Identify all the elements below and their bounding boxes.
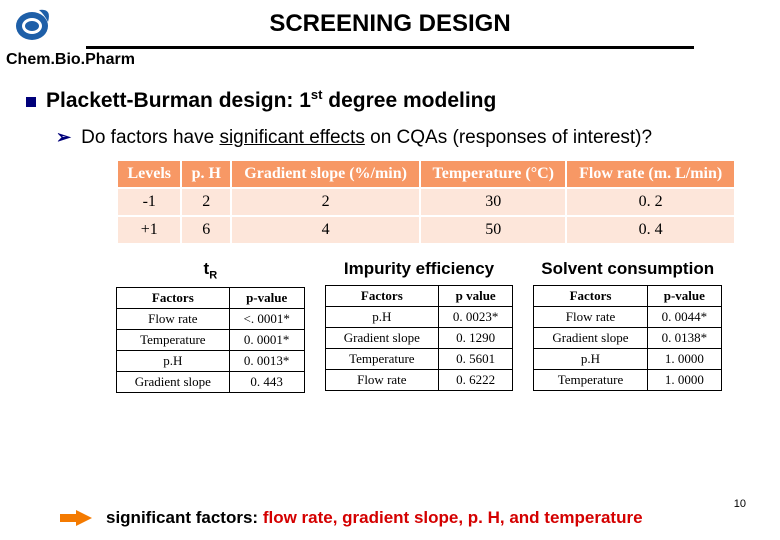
pv-cell: Flow rate xyxy=(325,370,438,391)
pvalue-table: Factorsp-valueFlow rate<. 0001*Temperatu… xyxy=(116,287,305,393)
main-content: Plackett-Burman design: 1st degree model… xyxy=(0,69,780,393)
pv-cell: p.H xyxy=(117,351,230,372)
pv-cell: Flow rate xyxy=(117,309,230,330)
pv-cell: 0. 0013* xyxy=(229,351,304,372)
pv-cell: Temperature xyxy=(117,330,230,351)
pv-header: Factors xyxy=(117,288,230,309)
page-title: SCREENING DESIGN xyxy=(70,10,780,38)
levels-table: Levelsp. HGradient slope (%/min)Temperat… xyxy=(116,159,736,245)
table-row: -122300. 2 xyxy=(117,188,735,216)
pv-cell: Temperature xyxy=(534,370,647,391)
pv-cell: <. 0001* xyxy=(229,309,304,330)
levels-cell: 2 xyxy=(181,188,231,216)
levels-cell: 4 xyxy=(231,216,420,244)
bullet-text: Plackett-Burman design: 1st degree model… xyxy=(46,87,496,113)
response-column: Impurity efficiency Factorsp valuep.H0. 0… xyxy=(325,259,514,393)
table-row: p.H0. 0013* xyxy=(117,351,305,372)
response-column: tR Factorsp-valueFlow rate<. 0001*Tempera… xyxy=(116,259,305,393)
response-label: Solvent consumption xyxy=(533,259,722,279)
pv-cell: Temperature xyxy=(325,349,438,370)
response-label: Impurity efficiency xyxy=(325,259,514,279)
table-row: Gradient slope0. 443 xyxy=(117,372,305,393)
response-label: tR xyxy=(116,259,305,281)
pv-cell: 1. 0000 xyxy=(647,370,721,391)
sub-bullet-text: Do factors have significant effects on C… xyxy=(81,127,652,149)
pv-cell: p.H xyxy=(325,307,438,328)
levels-header: Temperature (°C) xyxy=(420,160,566,188)
levels-cell: 30 xyxy=(420,188,566,216)
pvalue-table: Factorsp-valueFlow rate0. 0044*Gradient … xyxy=(533,285,722,391)
header: SCREENING DESIGN xyxy=(0,0,780,42)
bullet-plackett: Plackett-Burman design: 1st degree model… xyxy=(26,87,762,113)
table-row: Temperature0. 0001* xyxy=(117,330,305,351)
table-row: +164500. 4 xyxy=(117,216,735,244)
levels-cell: 0. 2 xyxy=(566,188,735,216)
table-row: p.H0. 0023* xyxy=(325,307,513,328)
levels-header: Flow rate (m. L/min) xyxy=(566,160,735,188)
pv-cell: 0. 0023* xyxy=(438,307,512,328)
pv-cell: 0. 0138* xyxy=(647,328,721,349)
pvalue-table: Factorsp valuep.H0. 0023*Gradient slope0… xyxy=(325,285,514,391)
logo-icon xyxy=(0,6,70,42)
pv-header: p-value xyxy=(229,288,304,309)
table-row: Temperature0. 5601 xyxy=(325,349,513,370)
levels-header: p. H xyxy=(181,160,231,188)
pv-cell: Gradient slope xyxy=(117,372,230,393)
pv-header: Factors xyxy=(534,286,647,307)
pv-cell: Flow rate xyxy=(534,307,647,328)
pv-cell: Gradient slope xyxy=(534,328,647,349)
pv-cell: 0. 5601 xyxy=(438,349,512,370)
response-column: Solvent consumption Factorsp-valueFlow ra… xyxy=(533,259,722,393)
table-row: Gradient slope0. 0138* xyxy=(534,328,722,349)
levels-cell: 0. 4 xyxy=(566,216,735,244)
pv-cell: 0. 1290 xyxy=(438,328,512,349)
table-row: Flow rate0. 0044* xyxy=(534,307,722,328)
chevron-right-icon: ➢ xyxy=(56,127,71,148)
pv-cell: 0. 6222 xyxy=(438,370,512,391)
pv-cell: 0. 0044* xyxy=(647,307,721,328)
table-row: p.H1. 0000 xyxy=(534,349,722,370)
title-rule xyxy=(86,46,694,49)
levels-cell: +1 xyxy=(117,216,181,244)
table-row: Flow rate<. 0001* xyxy=(117,309,305,330)
sub-bullet: ➢ Do factors have significant effects on… xyxy=(56,127,762,149)
pv-cell: p.H xyxy=(534,349,647,370)
pv-cell: 0. 443 xyxy=(229,372,304,393)
levels-cell: -1 xyxy=(117,188,181,216)
square-bullet-icon xyxy=(26,97,36,107)
brand-label: Chem.Bio.Pharm xyxy=(0,51,780,69)
footer-text: significant factors: flow rate, gradient… xyxy=(106,508,643,528)
footer: significant factors: flow rate, gradient… xyxy=(60,508,760,528)
table-row: Gradient slope0. 1290 xyxy=(325,328,513,349)
pv-header: p value xyxy=(438,286,512,307)
pv-header: p-value xyxy=(647,286,721,307)
levels-cell: 2 xyxy=(231,188,420,216)
arrow-right-icon xyxy=(60,510,92,526)
pv-cell: Gradient slope xyxy=(325,328,438,349)
levels-header: Levels xyxy=(117,160,181,188)
pv-header: Factors xyxy=(325,286,438,307)
pv-cell: 0. 0001* xyxy=(229,330,304,351)
table-row: Flow rate0. 6222 xyxy=(325,370,513,391)
levels-header: Gradient slope (%/min) xyxy=(231,160,420,188)
levels-cell: 6 xyxy=(181,216,231,244)
responses-row: tRFactorsp-valueFlow rate<. 0001*Tempera… xyxy=(116,259,722,393)
pv-cell: 1. 0000 xyxy=(647,349,721,370)
table-row: Temperature1. 0000 xyxy=(534,370,722,391)
levels-cell: 50 xyxy=(420,216,566,244)
